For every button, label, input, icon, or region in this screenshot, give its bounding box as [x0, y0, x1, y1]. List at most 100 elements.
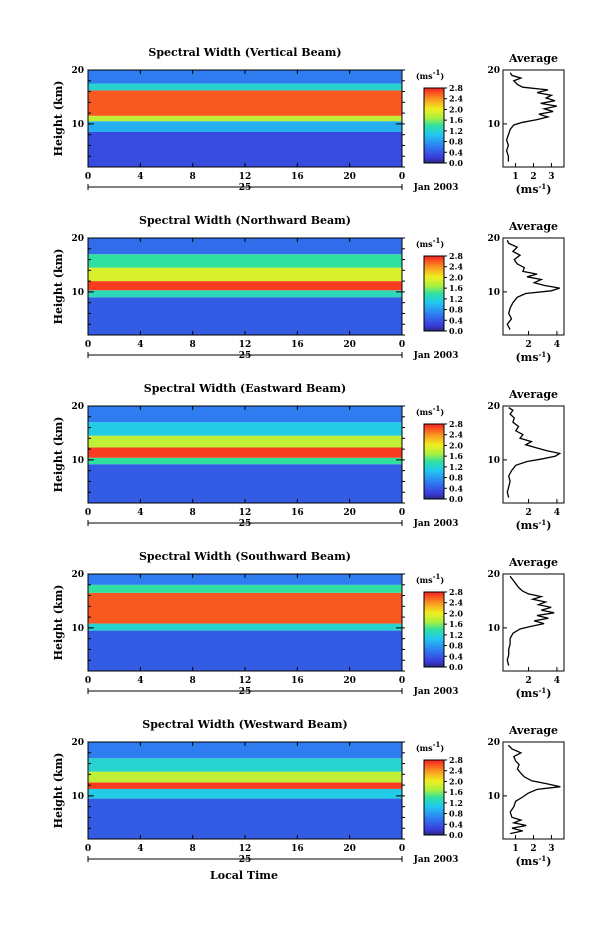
colorbar-tick-label: 0.4	[449, 315, 463, 325]
heatmap-layer	[88, 574, 402, 585]
y-axis-label: Height (km)	[52, 81, 65, 157]
colorbar-unit: (ms-1)	[416, 740, 445, 753]
x-tick-label: 0	[399, 508, 405, 518]
colorbar-tick-label: 0.8	[449, 305, 463, 315]
heatmap-layer	[88, 742, 402, 759]
colorbar-tick-label: 2.4	[449, 598, 463, 608]
x-tick-label: 0	[85, 508, 91, 518]
average-y-tick-label: 20	[487, 402, 500, 412]
average-x-tick-label: 3	[548, 844, 554, 854]
colorbar-tick-label: 2.8	[449, 251, 463, 261]
y-axis-label: Height (km)	[52, 417, 65, 493]
x-tick-label: 20	[343, 340, 356, 350]
y-tick-label: 20	[71, 738, 84, 748]
colorbar-tick-label: 1.2	[449, 630, 463, 640]
heatmap-layer	[88, 281, 402, 291]
heatmap-layer	[88, 771, 402, 783]
heatmap-layer	[88, 782, 402, 789]
x-tick-label: 4	[137, 676, 143, 686]
heatmap-layer	[88, 422, 402, 436]
colorbar-tick-label: 0.0	[449, 158, 463, 168]
colorbar-tick-label: 2.4	[449, 94, 463, 104]
average-y-tick-label: 10	[487, 624, 500, 634]
average-y-tick-label: 10	[487, 792, 500, 802]
colorbar-tick-label: 0.4	[449, 147, 463, 157]
colorbar-tick-label: 1.2	[449, 798, 463, 808]
average-frame	[502, 237, 565, 336]
panel-title: Spectral Width (Northward Beam)	[139, 214, 351, 227]
y-tick-label: 20	[71, 66, 84, 76]
y-tick-label: 10	[71, 288, 84, 298]
heatmap-layer	[88, 70, 402, 84]
date-label: Jan 2003	[413, 519, 459, 529]
average-x-tick-label: 2	[525, 508, 531, 518]
x-tick-label: 0	[399, 676, 405, 686]
colorbar-tick-label: 1.6	[449, 787, 463, 797]
colorbar-tick-label: 2.4	[449, 766, 463, 776]
heatmap-layer	[88, 630, 402, 671]
colorbar-tick-label: 2.8	[449, 83, 463, 93]
panel-title: Spectral Width (Westward Beam)	[142, 718, 347, 731]
heatmap-layer	[88, 457, 402, 465]
average-y-tick-label: 20	[487, 66, 500, 76]
average-x-label: (ms-1)	[515, 182, 551, 196]
average-y-tick-label: 20	[487, 570, 500, 580]
colorbar-tick-label: 1.6	[449, 115, 463, 125]
colorbar-tick-label: 0.0	[449, 830, 463, 840]
panel-2: Spectral Width (Eastward Beam)0 4 8 12 16 20 0…	[52, 382, 565, 532]
colorbar	[423, 423, 445, 500]
heatmap	[88, 406, 402, 503]
x-tick-label: 0	[85, 676, 91, 686]
colorbar-tick-label: 1.6	[449, 619, 463, 629]
y-axis-label: Height (km)	[52, 249, 65, 325]
heatmap-layer	[88, 83, 402, 91]
heatmap-layer	[88, 623, 402, 631]
heatmap-layer	[88, 464, 402, 503]
day-label: 25	[239, 855, 252, 865]
y-tick-label: 10	[71, 120, 84, 130]
x-tick-label: 0	[85, 844, 91, 854]
y-tick-label: 10	[71, 456, 84, 466]
colorbar-tick-label: 2.0	[449, 608, 463, 618]
x-tick-label: 16	[291, 172, 304, 182]
panel-title: Spectral Width (Vertical Beam)	[148, 46, 341, 59]
x-tick-label: 20	[343, 676, 356, 686]
colorbar-tick-label: 0.4	[449, 651, 463, 661]
x-tick-label: 12	[239, 844, 252, 854]
heatmap-layer	[88, 758, 402, 772]
day-label: 25	[239, 183, 252, 193]
heatmap-layer	[88, 115, 402, 122]
colorbar-tick-label: 2.8	[449, 419, 463, 429]
y-axis-label: Height (km)	[52, 585, 65, 661]
heatmap-layer	[88, 131, 402, 167]
average-x-tick-label: 1	[512, 844, 518, 854]
colorbar-tick-label: 1.6	[449, 283, 463, 293]
heatmap	[88, 70, 402, 167]
heatmap-layer	[88, 584, 402, 593]
average-title: Average	[508, 556, 558, 569]
average-x-tick-label: 2	[530, 172, 536, 182]
average-profile-line	[507, 744, 561, 835]
x-tick-label: 4	[137, 508, 143, 518]
y-tick-label: 10	[71, 624, 84, 634]
heatmap-layer	[88, 297, 402, 335]
x-tick-label: 4	[137, 172, 143, 182]
colorbar-tick-label: 2.0	[449, 272, 463, 282]
day-label: 25	[239, 687, 252, 697]
colorbar-unit: (ms-1)	[416, 404, 445, 417]
x-tick-label: 8	[190, 172, 196, 182]
average-x-tick-label: 2	[525, 340, 531, 350]
date-label: Jan 2003	[413, 855, 459, 865]
x-tick-label: 12	[239, 508, 252, 518]
average-title: Average	[508, 52, 558, 65]
x-tick-label: 12	[239, 340, 252, 350]
average-x-tick-label: 3	[548, 172, 554, 182]
x-tick-label: 8	[190, 340, 196, 350]
average-title: Average	[508, 724, 558, 737]
x-tick-label: 20	[343, 844, 356, 854]
x-tick-label: 4	[137, 340, 143, 350]
colorbar-unit: (ms-1)	[416, 68, 445, 81]
colorbar-tick-label: 0.0	[449, 326, 463, 336]
colorbar-tick-label: 2.8	[449, 755, 463, 765]
x-tick-label: 20	[343, 172, 356, 182]
